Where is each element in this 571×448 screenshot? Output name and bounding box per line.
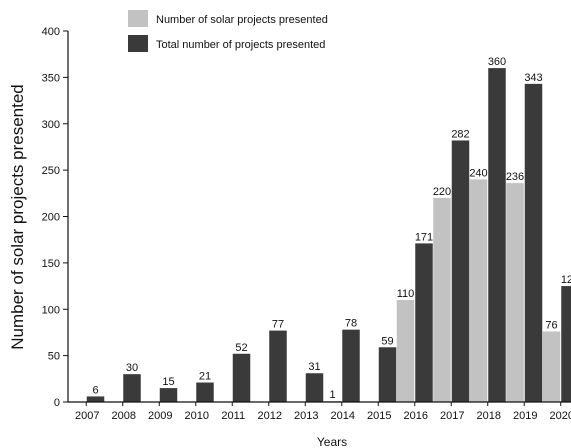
data-label-total: 30	[126, 362, 138, 374]
x-tick-label: 2008	[112, 410, 136, 422]
data-label-solar: 1	[329, 389, 335, 401]
x-tick-label: 2016	[404, 410, 428, 422]
data-label-total: 21	[199, 371, 211, 383]
value-labels: 1 110 220 240 236 76 6 30 15 21 52 77 31 78 59 171 282 36…	[92, 56, 571, 401]
y-axis-title: Number of solar projects presented	[8, 84, 27, 350]
data-label-total: 360	[488, 56, 506, 68]
y-tick-label: 150	[42, 258, 60, 270]
bar-total	[305, 373, 324, 402]
data-label-total: 52	[235, 342, 247, 354]
y-tick-label: 100	[42, 304, 60, 316]
data-label-total: 125	[561, 274, 571, 286]
data-label-total: 59	[381, 335, 393, 347]
y-axis: 0 50 100 150 200 250 300 350 400	[42, 26, 68, 409]
bars	[86, 68, 571, 403]
bar-solar	[469, 179, 488, 402]
legend-label-solar: Number of solar projects presented	[156, 14, 328, 26]
x-tick-label: 2007	[75, 410, 99, 422]
legend-swatch-total	[128, 35, 148, 52]
x-tick-label: 2013	[294, 410, 318, 422]
data-label-solar: 76	[545, 320, 557, 332]
x-tick-label: 2017	[440, 410, 464, 422]
data-label-total: 171	[415, 231, 433, 243]
y-tick-label: 200	[42, 212, 60, 224]
bar-total	[488, 68, 506, 402]
x-tick-label: 2015	[367, 410, 391, 422]
y-tick-label: 400	[42, 26, 60, 38]
x-tick-label: 2011	[221, 410, 245, 422]
x-tick-label: 2010	[185, 410, 209, 422]
bar-solar	[506, 183, 524, 402]
bar-total	[451, 140, 470, 402]
data-label-total: 6	[92, 384, 98, 396]
data-label-total: 15	[162, 376, 174, 388]
x-axis-title: Years	[317, 435, 347, 448]
bar-solar	[396, 299, 415, 402]
data-label-solar: 110	[397, 288, 415, 300]
x-tick-label: 2020	[550, 410, 571, 422]
y-tick-label: 300	[42, 119, 60, 131]
data-label-total: 78	[345, 318, 357, 330]
bar-total	[86, 396, 105, 402]
bar-total	[415, 243, 433, 402]
legend-label-total: Total number of projects presented	[156, 39, 325, 51]
legend-swatch-solar	[128, 10, 148, 27]
bar-total	[269, 330, 287, 402]
bar-solar	[542, 331, 561, 402]
data-label-solar: 220	[433, 186, 451, 198]
bar-total	[342, 329, 360, 402]
data-label-total: 282	[451, 128, 469, 140]
x-tick-label: 2019	[513, 410, 537, 422]
data-label-total: 31	[308, 361, 320, 373]
bar-solar	[433, 197, 451, 402]
x-tick-label: 2012	[258, 410, 282, 422]
x-tick-label: 2018	[477, 410, 501, 422]
y-tick-label: 0	[54, 397, 60, 409]
y-tick-label: 350	[42, 72, 60, 84]
data-label-total: 343	[524, 72, 542, 84]
bar-total	[123, 374, 141, 402]
x-axis: 2007 2008 2009 2010 2011 2012 2013 2014 2015 2016…	[75, 402, 571, 422]
x-tick-label: 2009	[148, 410, 172, 422]
data-label-total: 77	[272, 319, 284, 331]
bar-total	[232, 353, 251, 402]
y-tick-label: 250	[42, 165, 60, 177]
legend: Number of solar projects presented Total…	[128, 10, 328, 52]
bar-total	[159, 388, 178, 402]
bar-total	[196, 382, 214, 402]
bar-total	[561, 286, 571, 402]
bar-total	[524, 83, 543, 403]
x-tick-label: 2014	[331, 410, 355, 422]
y-tick-label: 50	[48, 351, 60, 363]
data-label-solar: 236	[506, 171, 524, 183]
data-label-solar: 240	[469, 167, 487, 179]
bar-total	[378, 347, 397, 402]
